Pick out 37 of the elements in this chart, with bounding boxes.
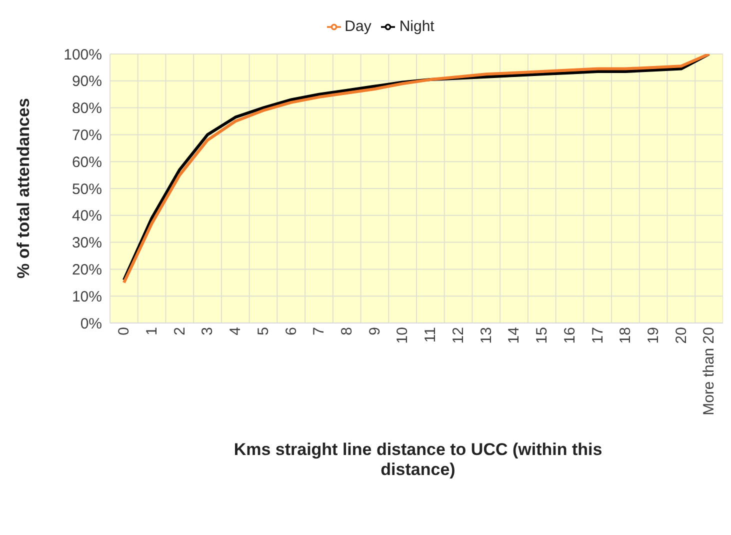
y-axis-title: % of total attendances — [14, 98, 34, 278]
y-tick-label: 30% — [72, 234, 102, 252]
x-tick-label: 18 — [617, 327, 634, 344]
x-tick-label: 6 — [282, 327, 300, 336]
x-tick-label: 20 — [672, 327, 690, 344]
y-tick-label: 0% — [80, 315, 102, 332]
x-tick-label: 5 — [254, 327, 272, 336]
y-tick-label: 50% — [72, 180, 102, 198]
y-tick-label: 40% — [72, 208, 102, 225]
x-tick-label: More than 20 — [700, 327, 718, 416]
y-tick-label: 60% — [72, 154, 102, 171]
legend-label: Day — [344, 18, 372, 35]
y-tick-label: 80% — [72, 100, 102, 118]
x-tick-label: 10 — [394, 327, 412, 344]
y-tick-label: 90% — [72, 73, 102, 90]
x-tick-label: 0 — [116, 327, 133, 336]
x-tick-label: 17 — [589, 327, 606, 344]
x-tick-label: 1 — [143, 327, 160, 336]
x-tick-label: 3 — [199, 327, 216, 336]
y-tick-label: 100% — [64, 46, 102, 64]
y-tick-label: 20% — [72, 262, 102, 279]
x-axis-title: Kms straight line distance to UCC (within this distance) — [232, 440, 604, 480]
x-tick-label: 8 — [338, 327, 356, 336]
x-tick-label: 13 — [478, 327, 495, 344]
y-tick-label: 70% — [72, 127, 102, 144]
x-tick-label: 2 — [171, 327, 188, 336]
x-tick-label: 16 — [561, 327, 578, 344]
x-tick-label: 15 — [534, 327, 551, 344]
legend-label: Night — [399, 18, 434, 35]
x-tick-label: 12 — [450, 327, 467, 344]
x-tick-label: 9 — [366, 327, 384, 336]
y-tick-label: 10% — [72, 288, 102, 306]
x-tick-label: 11 — [422, 327, 440, 343]
x-tick-label: 14 — [506, 327, 523, 344]
x-tick-label: 19 — [644, 327, 662, 344]
x-tick-label: 4 — [227, 327, 244, 336]
x-tick-label: 7 — [310, 327, 328, 336]
